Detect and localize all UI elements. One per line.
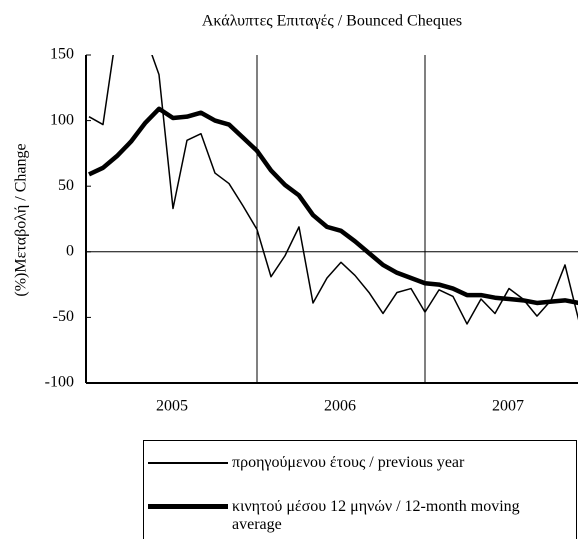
series-line <box>88 106 578 306</box>
plot-area <box>88 55 578 325</box>
y-tick-label: -100 <box>45 374 74 391</box>
x-tick-label: 2005 <box>156 398 188 415</box>
series-line <box>88 55 578 325</box>
x-tick-label: 2006 <box>324 398 356 415</box>
x-tick-label: 2007 <box>492 398 524 415</box>
legend-swatch <box>148 462 228 464</box>
chart-title: Ακάλυπτες Επιταγές / Bounced Cheques <box>202 13 462 30</box>
y-tick-label: 100 <box>50 111 74 128</box>
legend-label: προηγούμενου έτους / previous year <box>232 454 465 471</box>
legend: προηγούμενου έτους / previous year κινητ… <box>143 440 577 539</box>
y-axis-label: (%)Μεταβολή / Change <box>13 143 30 296</box>
y-tick-label: -50 <box>53 308 74 325</box>
legend-swatch <box>148 504 228 509</box>
legend-label: κινητού μέσου 12 μηνών / 12-month moving… <box>232 498 520 533</box>
y-tick-label: 50 <box>58 177 74 194</box>
y-tick-label: 150 <box>50 46 74 63</box>
y-tick-label: 0 <box>66 242 74 259</box>
